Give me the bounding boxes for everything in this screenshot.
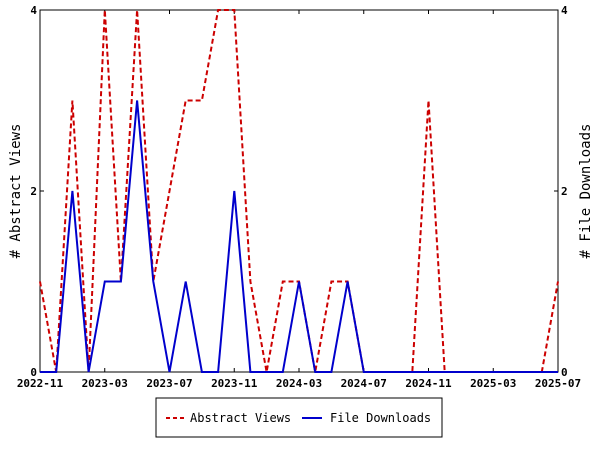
x-tick-label-2024-11: 2024-11 [405, 377, 452, 390]
legend-label-file-downloads: File Downloads [330, 411, 431, 425]
y-axis-title: # Abstract Views [8, 124, 24, 259]
legend-box [155, 397, 443, 438]
legend: Abstract Views File Downloads [155, 397, 443, 438]
x-axis: 2022-11 2023-03 2023-07 2023-11 2024-03 2024-… [17, 10, 581, 390]
x-tick-label-2023-11: 2023-11 [211, 377, 258, 390]
y-tick-label-0: 0 [30, 366, 37, 379]
x-tick-label-2025-07: 2025-07 [535, 377, 581, 390]
x-tick-label-2023-03: 2023-03 [82, 377, 128, 390]
x-tick-label-2024-07: 2024-07 [341, 377, 387, 390]
x-tick-label-2025-03: 2025-03 [470, 377, 516, 390]
series-layer [39, 9, 559, 373]
legend-label-abstract-views: Abstract Views [190, 411, 291, 425]
y2-tick-label-0: 0 [561, 366, 568, 379]
y2-tick-label-2: 2 [561, 185, 568, 198]
y2-tick-label-4: 4 [561, 4, 568, 17]
y-tick-label-2: 2 [30, 185, 37, 198]
plot-area [39, 9, 559, 373]
x-tick-label-2023-07: 2023-07 [146, 377, 192, 390]
y-tick-label-4: 4 [30, 4, 37, 17]
series-line-file-downloads [40, 100, 558, 373]
x-tick-label-2024-03: 2024-03 [276, 377, 322, 390]
y2-axis-title: # File Downloads [578, 124, 594, 259]
x-tick-label-2022-11: 2022-11 [17, 377, 64, 390]
